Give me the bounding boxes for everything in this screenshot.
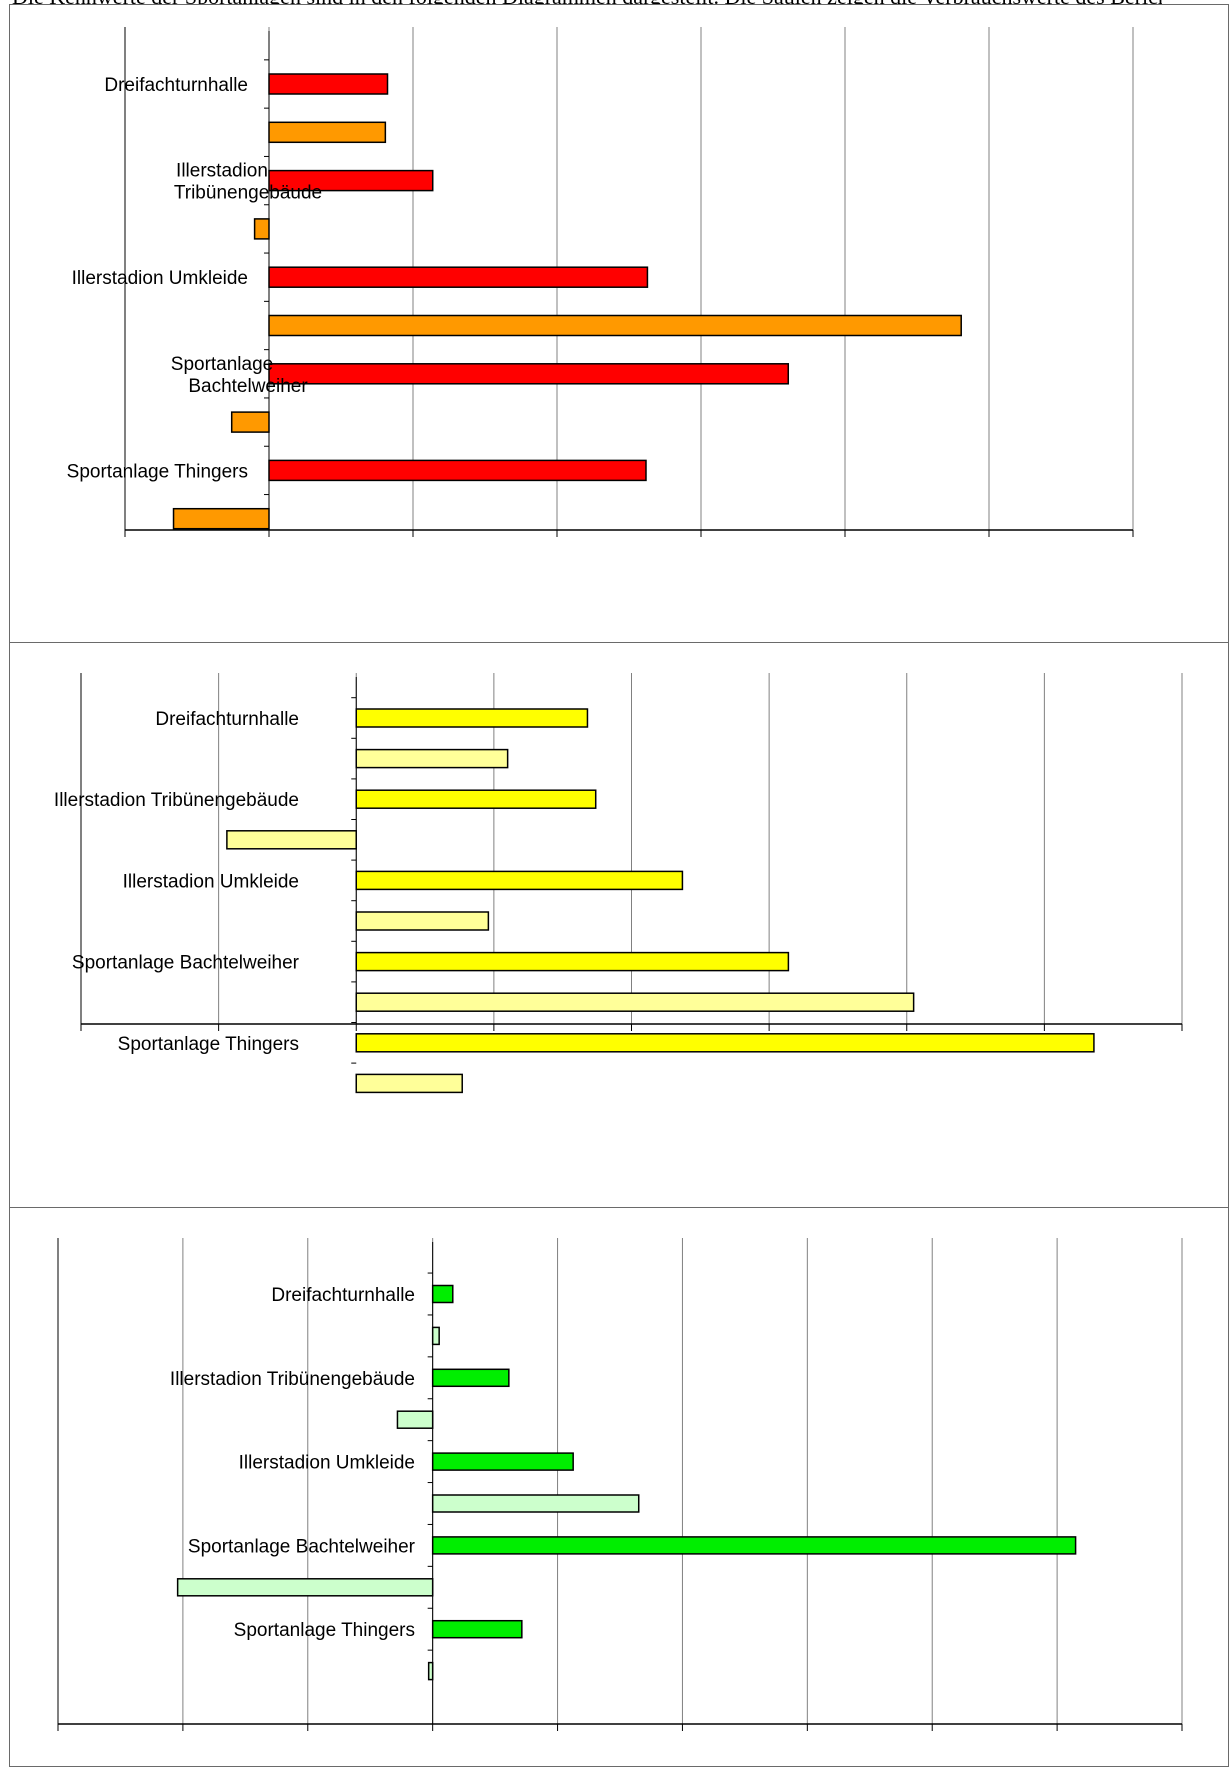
bar (431, 1284, 454, 1304)
category-label: Dreifachturnhalle (155, 709, 299, 730)
category-label-line: Bachtelweiher (188, 376, 308, 397)
bar (268, 121, 387, 144)
category-label: Illerstadion Tribünengebäude (170, 1369, 415, 1390)
category-label: Dreifachturnhalle (271, 1285, 415, 1306)
bar (268, 314, 962, 337)
bar (431, 1494, 640, 1513)
chart-panel-water: Dreifachturnhalle Illerstadion Tribünenge… (9, 1207, 1229, 1767)
category-label: Illerstadion Umkleide (72, 268, 248, 289)
category-label: Dreifachturnhalle (104, 75, 248, 96)
bar (172, 507, 270, 530)
bar (355, 708, 589, 728)
bar (355, 1073, 463, 1094)
bar (431, 1619, 523, 1639)
bar (268, 73, 389, 95)
chart-panel-electricity: Dreifachturnhalle Illerstadion Tribünenge… (9, 642, 1229, 1208)
bar (176, 1578, 434, 1597)
bar (226, 830, 357, 850)
category-label: Sportanlage Thingers (118, 1034, 299, 1055)
bar (253, 218, 270, 240)
electricity-chart: Dreifachturnhalle Illerstadion Tribünenge… (54, 673, 1183, 1094)
category-label-line: Illerstadion (176, 161, 268, 182)
heating-chart: Dreifachturnhalle Illerstadion Tribünengeb… (67, 27, 1134, 537)
bar (431, 1368, 510, 1388)
bar (355, 992, 915, 1012)
category-label: Sportanlage Thingers (234, 1620, 415, 1641)
category-label: Sportanlage Bachtelweiher (188, 1536, 416, 1557)
bar (427, 1661, 434, 1681)
bar (268, 169, 434, 192)
bar (355, 1033, 1095, 1053)
bar (268, 266, 649, 288)
water-chart: Dreifachturnhalle Illerstadion Tribünenge… (57, 1238, 1183, 1731)
category-label: Sportanlage Thingers (67, 461, 248, 482)
category-label: Illerstadion Tribünengebäude (54, 790, 299, 811)
bar (431, 1536, 1077, 1555)
bar (355, 911, 490, 931)
category-label: Illerstadion Tribünengebäude (174, 161, 322, 204)
bar (431, 1326, 440, 1346)
category-label: Illerstadion Umkleide (123, 871, 299, 892)
bar (355, 870, 684, 891)
bar (355, 748, 509, 769)
bar (355, 789, 597, 809)
bar (268, 459, 647, 482)
bar (230, 411, 270, 433)
bar (355, 951, 790, 972)
bar (431, 1452, 574, 1471)
category-label-line: Sportanlage (171, 354, 273, 375)
bar (396, 1410, 434, 1429)
category-label: Sportanlage Bachtelweiher (72, 953, 300, 974)
category-label: Sportanlage Bachtelweiher (171, 354, 309, 397)
category-label-line: Tribünengebäude (174, 183, 322, 204)
category-label: Illerstadion Umkleide (239, 1453, 415, 1474)
chart-panel-heating: Dreifachturnhalle Illerstadion Tribünengeb… (9, 4, 1229, 643)
bar (268, 363, 790, 385)
